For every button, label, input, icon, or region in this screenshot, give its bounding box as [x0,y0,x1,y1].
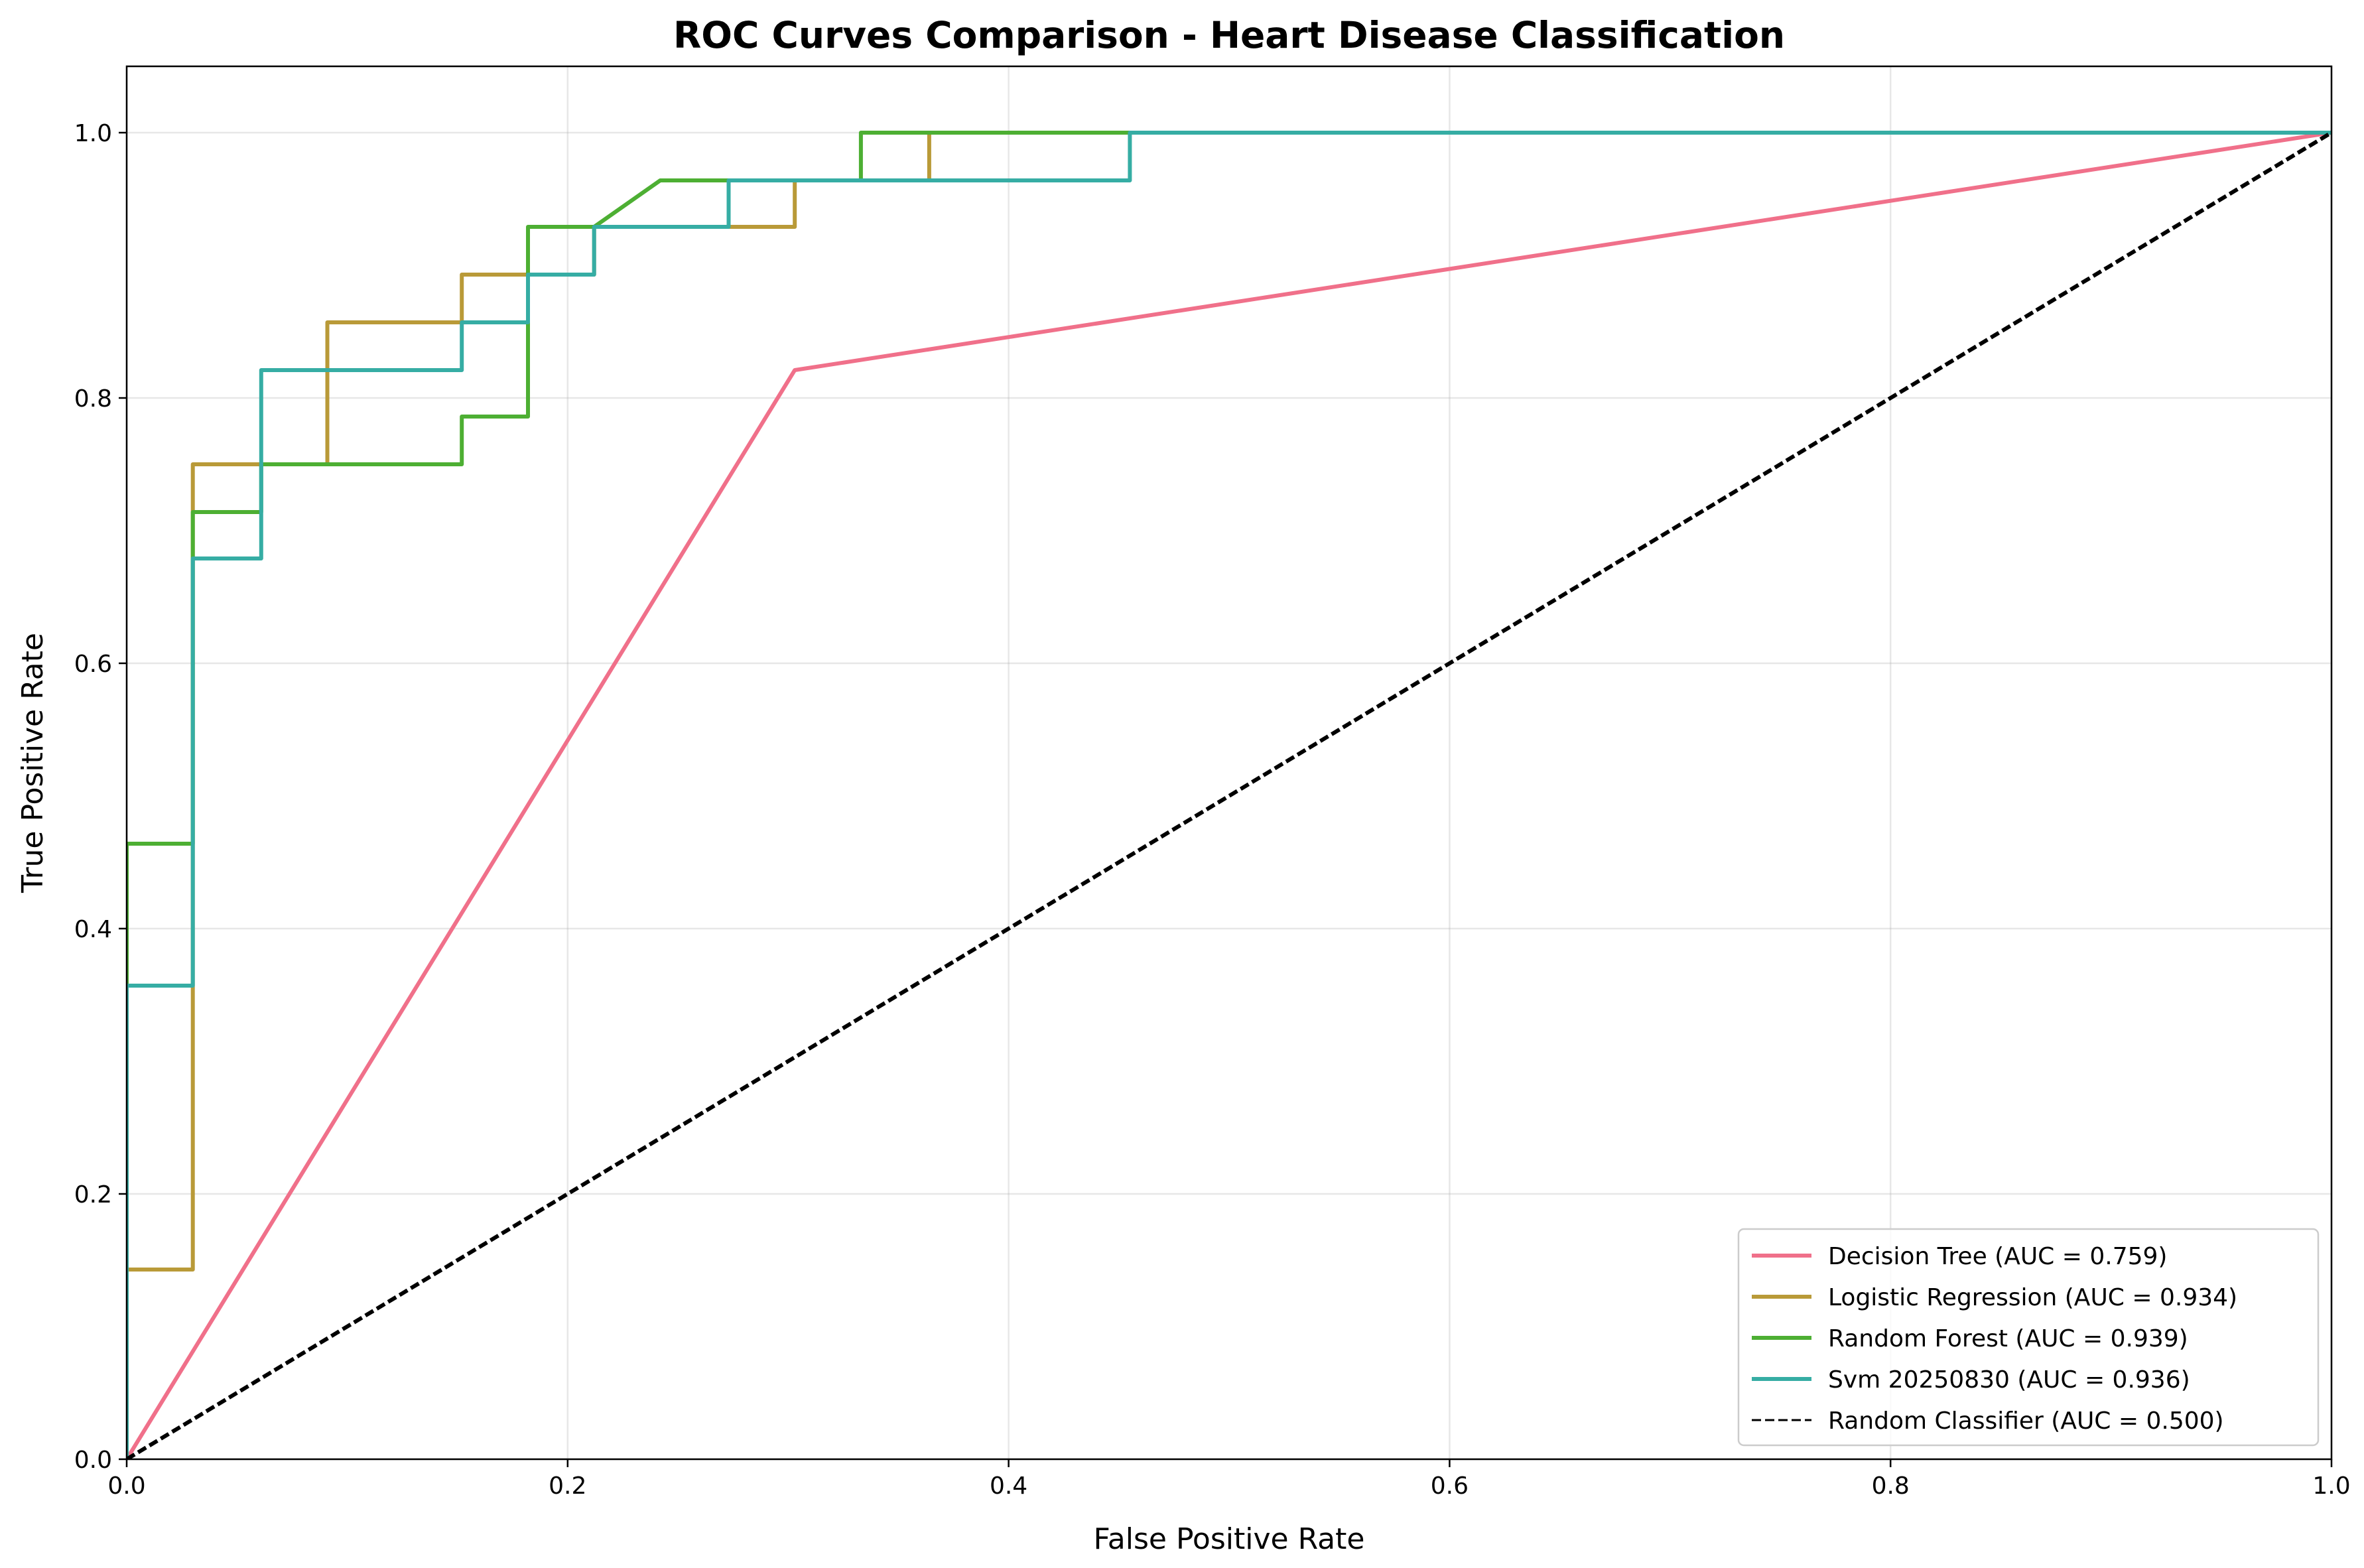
legend-box [1737,1228,2320,1447]
y-tick-label: 0.8 [74,385,112,413]
y-tick-label: 0.4 [74,916,112,943]
y-tick-label: 0.0 [74,1447,112,1474]
series-line-1 [127,131,2331,1459]
legend-label: Random Forest (AUC = 0.939) [1828,1325,2188,1352]
y-tick-label: 1.0 [74,120,112,147]
x-tick-label: 0.6 [1431,1472,1469,1500]
series-group [127,131,2331,1459]
x-tick-label: 0.2 [549,1472,586,1500]
x-axis-label: False Positive Rate [1094,1522,1365,1556]
x-tick-label: 1.0 [2312,1472,2350,1500]
y-tick-label: 0.6 [74,651,112,678]
legend-label: Logistic Regression (AUC = 0.934) [1828,1284,2237,1311]
legend-label: Decision Tree (AUC = 0.759) [1828,1243,2167,1270]
series-line-4 [127,131,2331,1459]
x-tick-label: 0.8 [1872,1472,1910,1500]
chart-title: ROC Curves Comparison - Heart Disease Cl… [673,14,1785,56]
y-axis-label: True Positive Rate [16,633,50,893]
series-line-5 [127,131,2331,1459]
grid [125,66,2333,1461]
legend-label: Svm 20250830 (AUC = 0.936) [1828,1366,2190,1394]
x-tick-label: 0.4 [990,1472,1027,1500]
y-tick-label: 0.2 [74,1181,112,1209]
plot-frame [125,65,2333,1461]
legend-label: Random Classifier (AUC = 0.500) [1828,1407,2224,1435]
axis-ticks: 0.0 0.2 0.4 0.6 0.8 1.0 0.0 0.2 0.4 0.6 0.8 1.0 [74,120,2351,1500]
legend: Decision Tree (AUC = 0.759) Logistic Regr… [1737,1228,2320,1447]
x-tick-label: 0.0 [107,1472,145,1500]
